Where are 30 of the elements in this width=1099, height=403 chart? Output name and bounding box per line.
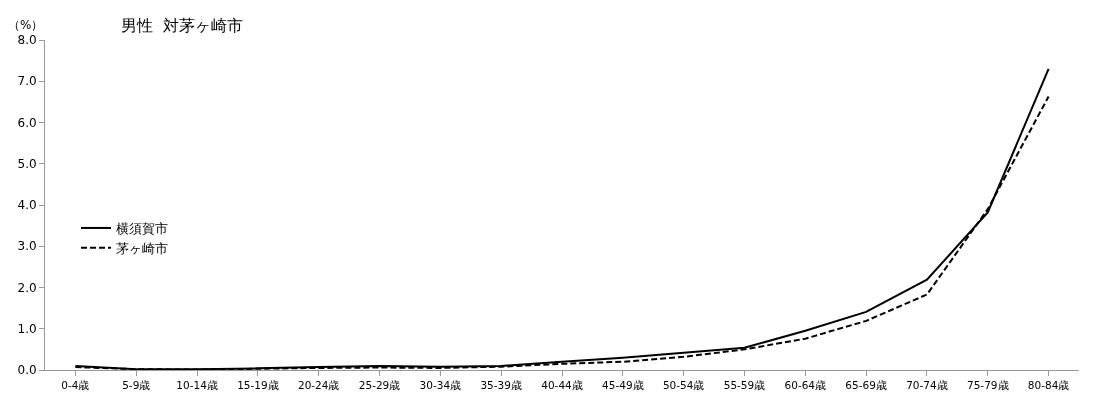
x-tick-label: 50-54歳 — [662, 378, 705, 391]
y-tick-label: 4.0 — [17, 198, 37, 213]
x-tick-label: 45-49歳 — [602, 378, 644, 391]
x-tick-label: 55-59歳 — [723, 378, 766, 391]
x-tick-label: 70-74歳 — [906, 378, 948, 391]
x-tick-label: 0-4歳 — [61, 378, 90, 391]
x-tick-label: 5-9歳 — [122, 378, 151, 391]
y-tick-label: 7.0 — [17, 74, 37, 89]
legend-label: 茅ヶ崎市 — [116, 240, 169, 256]
x-tick-label: 35-39歳 — [480, 378, 522, 391]
x-tick-label: 75-79歳 — [967, 378, 1009, 391]
y-tick-label: 5.0 — [17, 156, 37, 171]
x-tick-label: 65-69歳 — [845, 378, 887, 391]
y-tick-label: 2.0 — [17, 280, 37, 295]
y-tick-label: 0.0 — [17, 363, 37, 378]
x-tick-label: 15-19歳 — [237, 378, 279, 391]
y-tick-label: 6.0 — [17, 115, 37, 130]
y-axis-title: （%） — [8, 18, 44, 32]
x-tick-label: 80-84歳 — [1027, 378, 1070, 391]
x-tick-label: 25-29歳 — [358, 378, 401, 391]
x-tick-label: 10-14歳 — [176, 378, 218, 391]
y-tick-label: 1.0 — [17, 321, 37, 336]
x-tick-label: 20-24歳 — [297, 378, 340, 391]
x-tick-label: 40-44歳 — [541, 378, 583, 391]
y-tick-label: 3.0 — [17, 239, 37, 254]
chart-title: 男性 対茅ヶ崎市 — [120, 16, 244, 36]
legend-label: 横須賀市 — [116, 221, 169, 237]
y-tick-label: 8.0 — [17, 33, 37, 48]
x-tick-label: 60-64歳 — [784, 378, 827, 391]
x-tick-label: 30-34歳 — [419, 378, 462, 391]
